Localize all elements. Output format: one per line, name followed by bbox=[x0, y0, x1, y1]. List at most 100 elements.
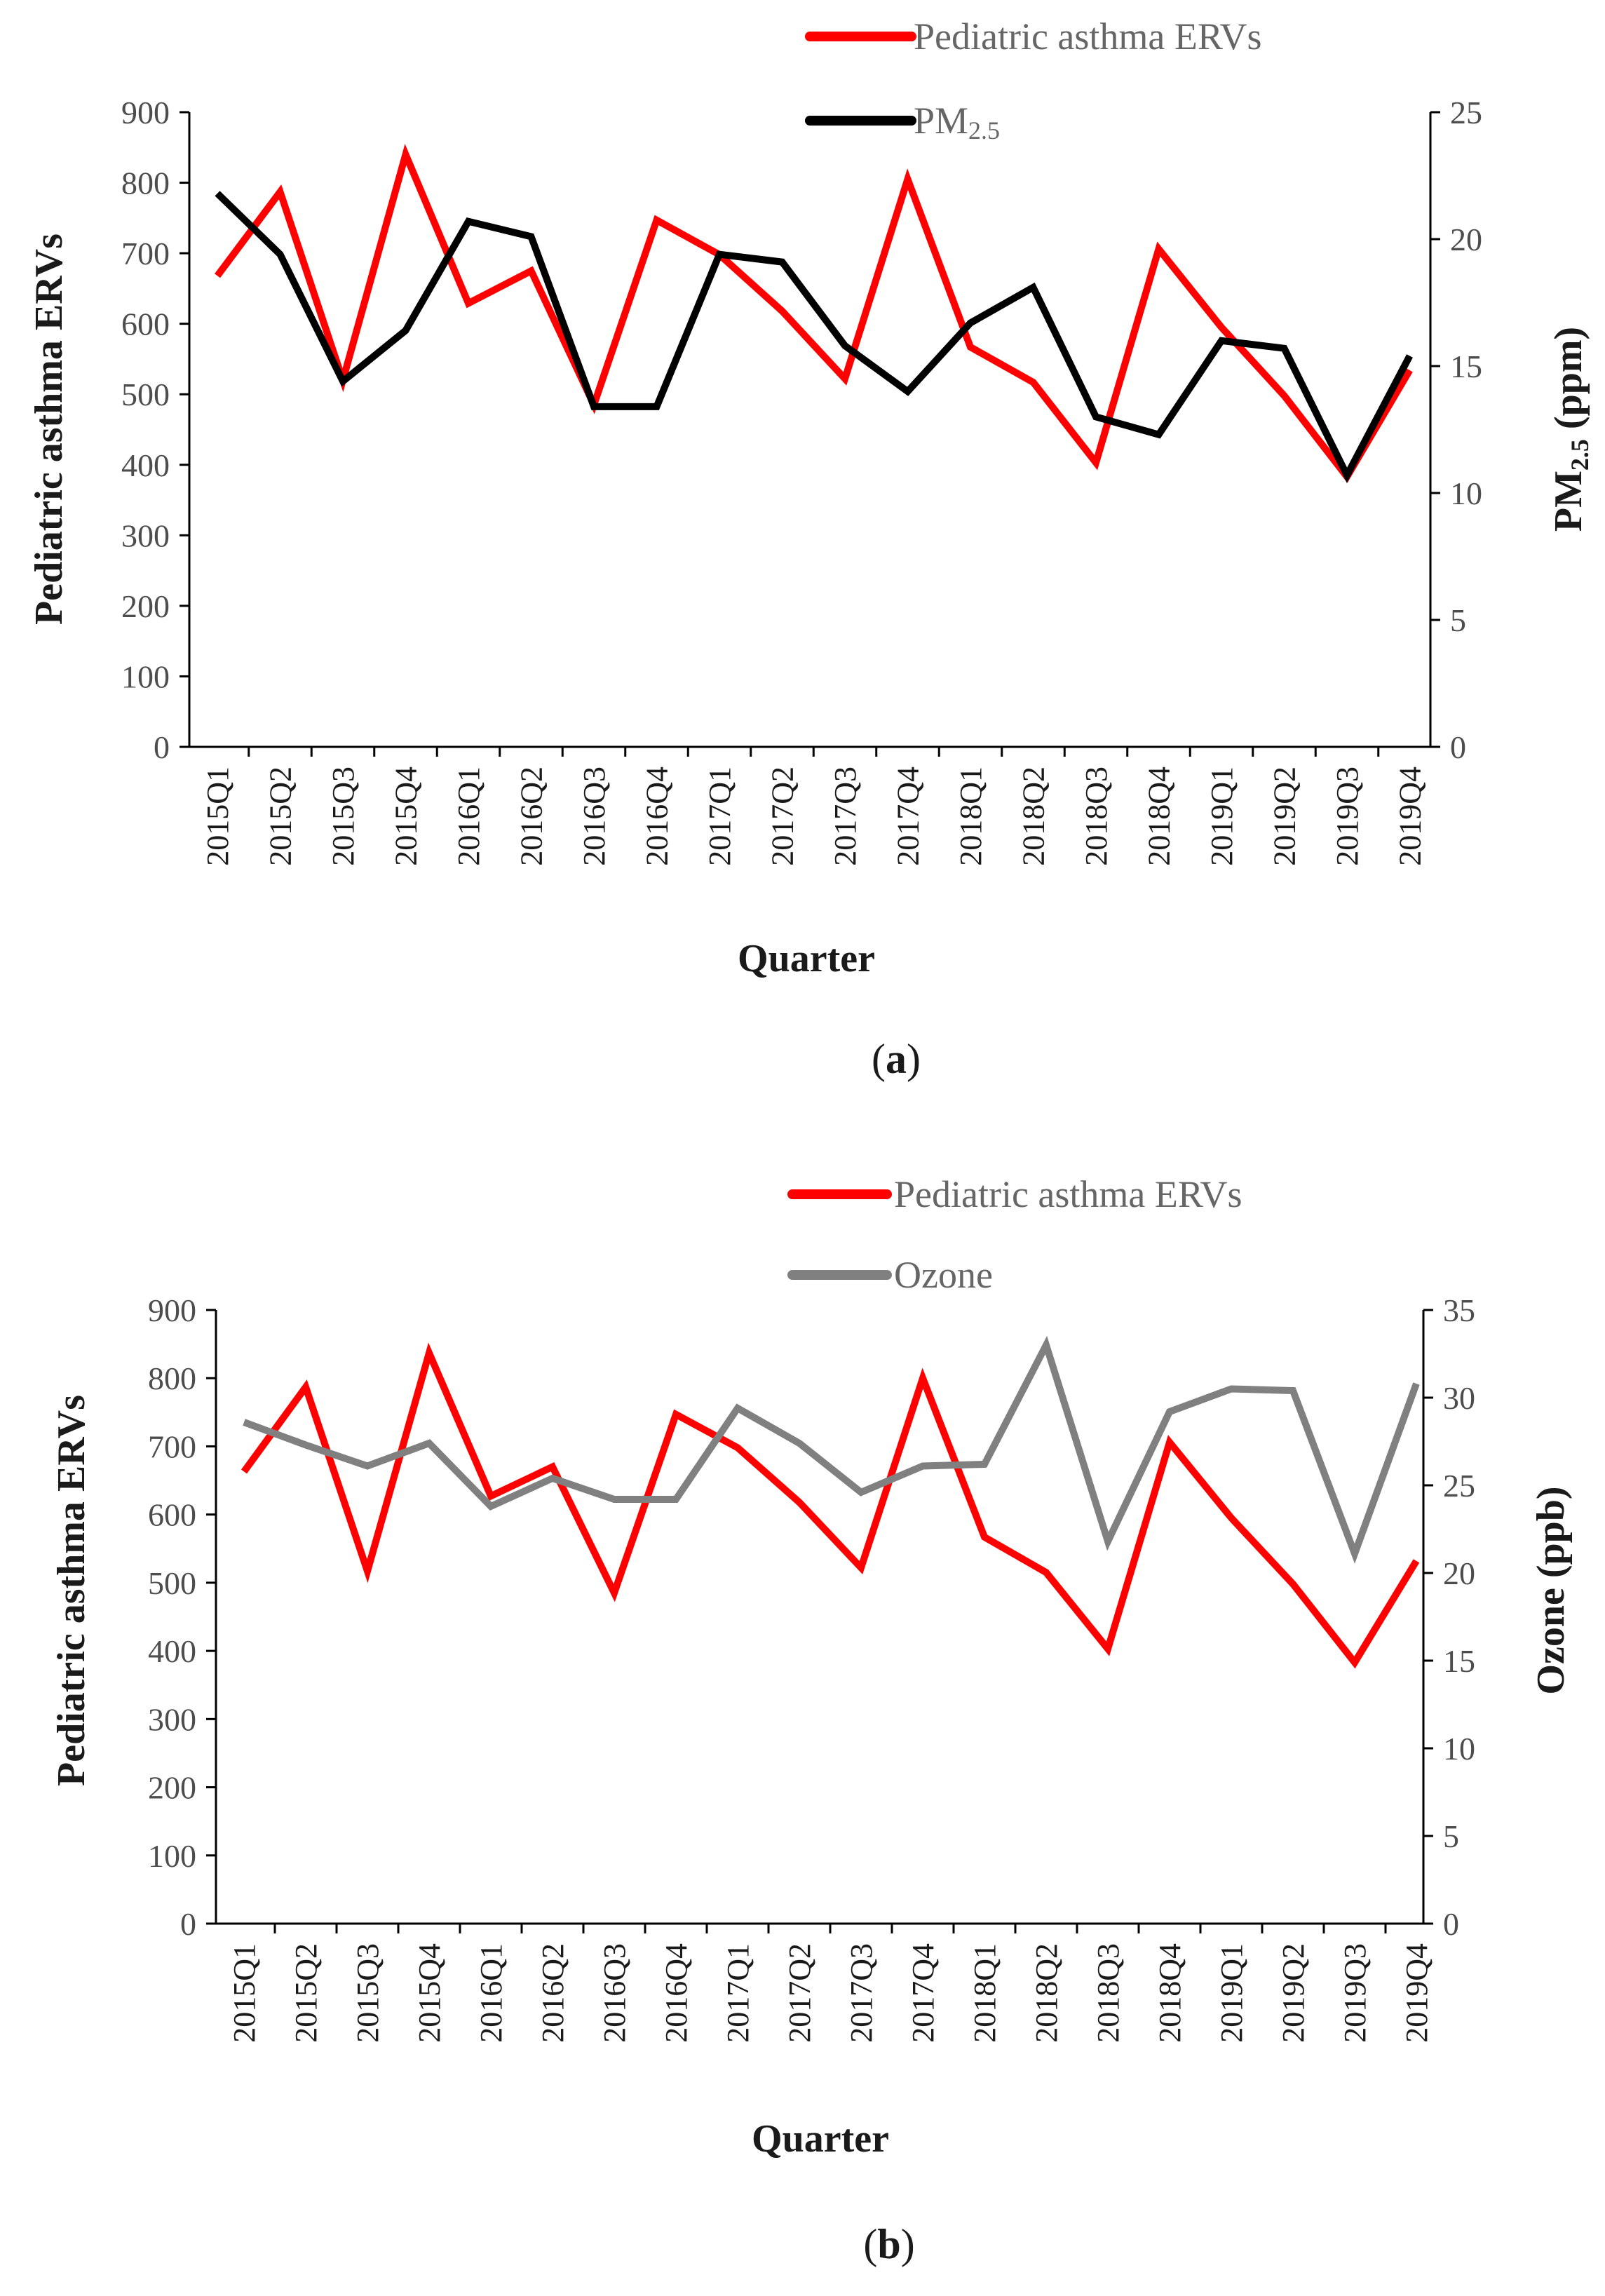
left-tick-label: 300 bbox=[121, 518, 170, 553]
legend-label-pm25-main: PM bbox=[914, 100, 968, 142]
right-tick-label: 10 bbox=[1443, 1731, 1475, 1767]
legend-label-erv: Pediatric asthma ERVs bbox=[914, 15, 1262, 58]
left-tick-label: 400 bbox=[148, 1633, 196, 1669]
right-tick-label: 20 bbox=[1443, 1555, 1475, 1591]
x-tick-label: 2018Q4 bbox=[1142, 767, 1177, 866]
x-tick-label: 2018Q4 bbox=[1153, 1943, 1187, 2043]
x-tick-label: 2016Q4 bbox=[659, 1943, 693, 2043]
panel-a-y-axis-title: Pediatric asthma ERVs bbox=[27, 234, 71, 625]
right-tick-label: 10 bbox=[1450, 475, 1482, 511]
x-tick-label: 2018Q3 bbox=[1079, 767, 1113, 866]
x-tick-label: 2017Q1 bbox=[703, 767, 737, 866]
panel-a-y2-title-unit: (ppm) bbox=[1547, 327, 1590, 439]
panel-a-y2-title-sub: 2.5 bbox=[1566, 439, 1594, 471]
x-tick-label: 2019Q1 bbox=[1205, 767, 1239, 866]
series-line-primary bbox=[217, 154, 1410, 477]
x-tick-label: 2015Q1 bbox=[201, 767, 235, 866]
left-tick-label: 800 bbox=[148, 1360, 196, 1396]
right-tick-label: 25 bbox=[1450, 95, 1482, 130]
legend-label-erv-b: Pediatric asthma ERVs bbox=[894, 1173, 1242, 1215]
right-tick-label: 25 bbox=[1443, 1468, 1475, 1504]
x-tick-label: 2016Q2 bbox=[536, 1943, 570, 2043]
x-tick-label: 2017Q2 bbox=[783, 1943, 817, 2043]
right-tick-label: 15 bbox=[1450, 349, 1482, 384]
panel-b-legend: Pediatric asthma ERVs Ozone bbox=[792, 1173, 1242, 1296]
left-tick-label: 700 bbox=[121, 236, 170, 271]
left-tick-label: 900 bbox=[148, 1292, 196, 1328]
left-tick-label: 900 bbox=[121, 95, 170, 130]
x-tick-label: 2015Q1 bbox=[227, 1943, 262, 2043]
right-tick-label: 35 bbox=[1443, 1292, 1475, 1328]
panel-a-x-tick-labels: 2015Q1 2015Q2 2015Q3 2015Q4 2016Q1 2016Q2 2016… bbox=[201, 767, 1428, 866]
x-tick-label: 2017Q2 bbox=[766, 767, 800, 866]
x-tick-label: 2019Q4 bbox=[1393, 767, 1428, 866]
x-tick-label: 2019Q3 bbox=[1330, 767, 1364, 866]
panel-a-label: (a) bbox=[872, 1036, 921, 1082]
x-tick-label: 2015Q3 bbox=[351, 1943, 385, 2043]
left-tick-label: 100 bbox=[148, 1838, 196, 1874]
right-tick-label: 0 bbox=[1443, 1906, 1459, 1942]
left-tick-label: 800 bbox=[121, 166, 170, 201]
panel-a-label-letter: a bbox=[886, 1036, 907, 1082]
left-tick-label: 100 bbox=[121, 659, 170, 694]
panel-b-label: (b) bbox=[863, 2221, 914, 2267]
left-tick-label: 400 bbox=[121, 447, 170, 483]
right-tick-label: 30 bbox=[1443, 1380, 1475, 1416]
x-tick-label: 2019Q2 bbox=[1276, 1943, 1311, 2043]
panel-a-y2-title-main: PM bbox=[1547, 471, 1590, 532]
right-tick-label: 0 bbox=[1450, 729, 1466, 765]
x-tick-label: 2018Q2 bbox=[1029, 1943, 1064, 2043]
x-tick-label: 2017Q3 bbox=[828, 767, 862, 866]
panel-b-label-open: ( bbox=[863, 2221, 877, 2267]
x-tick-label: 2017Q4 bbox=[891, 767, 926, 866]
left-tick-label: 600 bbox=[121, 306, 170, 342]
panel-b-label-letter: b bbox=[877, 2221, 900, 2267]
x-tick-label: 2016Q1 bbox=[474, 1943, 508, 2043]
left-tick-label: 0 bbox=[154, 729, 170, 765]
right-tick-label: 15 bbox=[1443, 1643, 1475, 1679]
panel-a-y2-axis-title: PM2.5 (ppm) bbox=[1547, 327, 1594, 532]
x-tick-label: 2018Q3 bbox=[1091, 1943, 1125, 2043]
panel-a-legend: Pediatric asthma ERVs PM2.5 bbox=[810, 15, 1262, 144]
left-tick-label: 200 bbox=[121, 588, 170, 624]
x-tick-label: 2019Q1 bbox=[1214, 1943, 1249, 2043]
x-tick-label: 2016Q1 bbox=[452, 767, 486, 866]
x-tick-label: 2019Q2 bbox=[1268, 767, 1302, 866]
x-tick-label: 2017Q4 bbox=[906, 1943, 940, 2043]
x-tick-label: 2016Q3 bbox=[577, 767, 611, 866]
left-tick-label: 600 bbox=[148, 1497, 196, 1533]
x-tick-label: 2017Q3 bbox=[844, 1943, 879, 2043]
panel-a-series-lines bbox=[217, 154, 1410, 477]
x-tick-label: 2018Q1 bbox=[954, 767, 988, 866]
x-tick-label: 2015Q2 bbox=[289, 1943, 323, 2043]
left-tick-label: 200 bbox=[148, 1770, 196, 1806]
panel-b-right-tick-labels: 0 5 10 15 20 25 30 35 bbox=[1443, 1292, 1475, 1942]
panel-b-y-axis-title: Pediatric asthma ERVs bbox=[50, 1395, 93, 1786]
left-tick-label: 300 bbox=[148, 1701, 196, 1737]
panel-a-x-axis-title: Quarter bbox=[738, 937, 875, 980]
right-tick-label: 20 bbox=[1450, 222, 1482, 257]
x-tick-label: 2018Q2 bbox=[1017, 767, 1051, 866]
right-tick-label: 5 bbox=[1443, 1818, 1459, 1854]
x-tick-label: 2015Q4 bbox=[389, 767, 424, 866]
panel-b-y2-axis-title: Ozone (ppb) bbox=[1529, 1486, 1573, 1694]
panel-a-axes bbox=[180, 112, 1440, 757]
series-line-primary bbox=[244, 1353, 1416, 1662]
left-tick-label: 0 bbox=[180, 1906, 196, 1942]
x-tick-label: 2017Q1 bbox=[721, 1943, 755, 2043]
x-tick-label: 2018Q1 bbox=[968, 1943, 1002, 2043]
legend-label-pm25: PM2.5 bbox=[914, 100, 1000, 144]
x-tick-label: 2015Q2 bbox=[264, 767, 298, 866]
panel-b-x-axis-title: Quarter bbox=[752, 2117, 889, 2161]
x-tick-label: 2019Q3 bbox=[1338, 1943, 1372, 2043]
panel-b-label-close: ) bbox=[901, 2221, 915, 2267]
x-tick-label: 2016Q2 bbox=[515, 767, 549, 866]
x-tick-label: 2015Q3 bbox=[326, 767, 360, 866]
panel-b-series-lines bbox=[244, 1345, 1416, 1663]
legend-label-pm25-sub: 2.5 bbox=[968, 116, 1000, 144]
